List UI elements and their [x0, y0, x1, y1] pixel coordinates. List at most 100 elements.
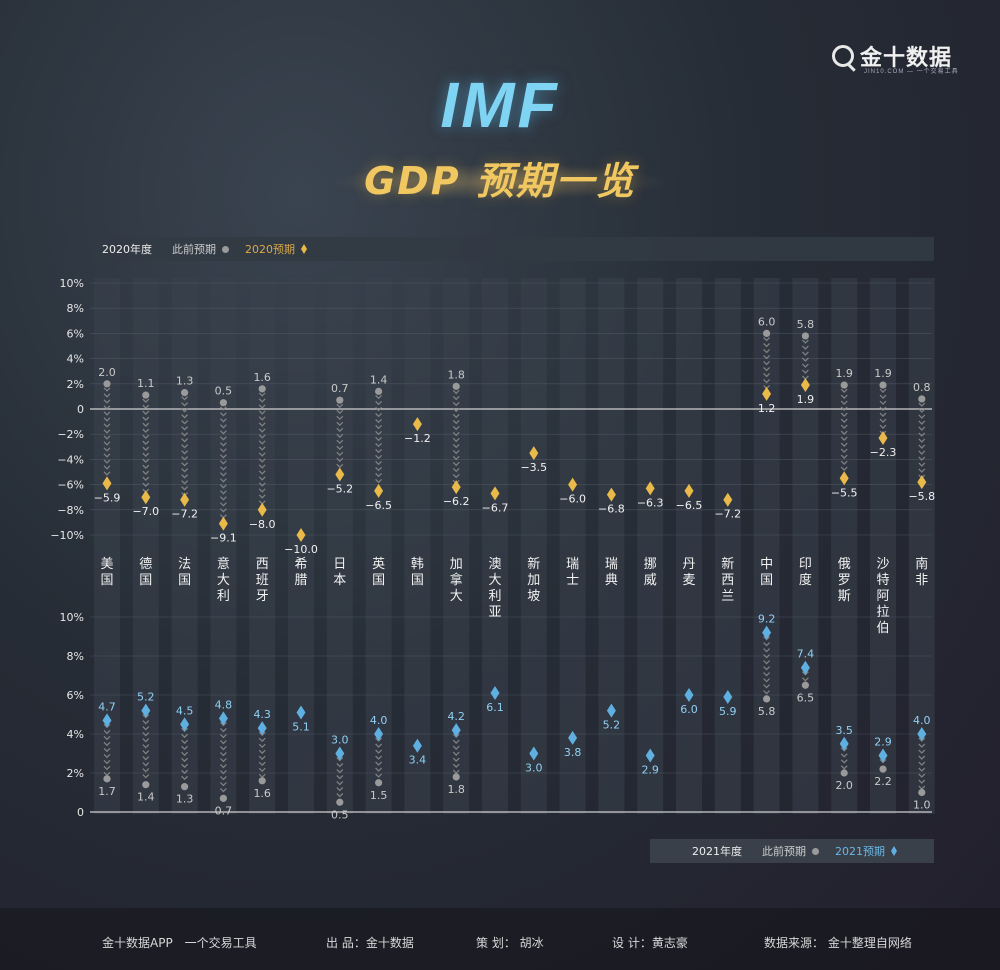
prev-value-label-2021: 1.6 [253, 787, 271, 800]
change-trail [103, 405, 111, 410]
change-trail [918, 414, 926, 419]
new-forecast-diamond-2021 [800, 660, 810, 675]
y-tick-label-2021: 8% [67, 650, 84, 663]
change-trail [336, 433, 344, 439]
change-trail [219, 751, 227, 757]
new-value-label-2021: 6.1 [486, 701, 504, 714]
change-trail [801, 351, 809, 356]
prev-value-label-2021: 1.7 [98, 785, 116, 798]
change-trail [181, 420, 189, 425]
change-trail [336, 769, 344, 774]
legend-2020: 2020年度 此前预期 2020预期 [92, 237, 934, 261]
change-trail [142, 458, 150, 464]
change-trail [142, 726, 150, 731]
change-trail [840, 388, 848, 393]
prev-forecast-dot-2021 [181, 783, 189, 791]
change-trail [219, 490, 227, 495]
change-trail [879, 394, 887, 399]
change-trail [375, 478, 383, 484]
change-trail [375, 773, 383, 778]
new-forecast-diamond-2020 [374, 483, 384, 498]
new-value-label-2020: −2.3 [870, 446, 897, 459]
change-trail [918, 456, 926, 461]
change-trail [219, 478, 227, 483]
new-forecast-diamond-2021 [218, 711, 228, 726]
y-tick-label-2020: 4% [67, 353, 84, 366]
legend-blue-diamond-icon [891, 846, 897, 856]
change-trail [763, 366, 771, 372]
prev-value-label-2021: 1.5 [370, 789, 388, 802]
change-trail [375, 418, 383, 424]
change-trail [219, 466, 227, 471]
change-trail [181, 444, 189, 449]
change-trail [375, 448, 383, 454]
y-tick-label-2021: 6% [67, 689, 84, 702]
change-trail [142, 404, 150, 410]
category-label: 韩国 [411, 557, 424, 588]
change-trail [258, 743, 266, 749]
legend-2020-year: 2020年度 [102, 243, 152, 256]
change-trail [763, 336, 771, 342]
change-trail [336, 439, 344, 445]
change-trail [763, 378, 771, 384]
y-tick-label-2020: 6% [67, 327, 84, 340]
change-trail [879, 406, 887, 411]
change-trail [219, 406, 227, 411]
prev-forecast-dot-2020 [801, 332, 810, 340]
y-tick-label-2020: 8% [67, 302, 84, 315]
change-trail [103, 759, 111, 765]
brand-logo: 金十数据 JIN10.COM — 一个交易工具 [832, 40, 958, 75]
prev-forecast-dot-2020 [375, 387, 383, 395]
new-forecast-diamond-2021 [839, 736, 849, 751]
category-label: 日本 [333, 557, 346, 588]
legend-gold-diamond-icon [301, 244, 307, 254]
change-trail [763, 342, 771, 348]
change-trail [375, 460, 383, 466]
change-trail [142, 470, 150, 476]
change-trail [219, 739, 227, 745]
change-trail [375, 394, 383, 400]
change-trail [181, 769, 189, 775]
change-trail [258, 488, 266, 493]
new-value-label-2020: −8.0 [249, 518, 276, 531]
legend-2021-prev-label: 此前预期 [762, 845, 806, 858]
prev-forecast-dot-2021 [103, 775, 111, 783]
change-trail [219, 454, 227, 459]
prev-value-label-2020: 6.0 [758, 315, 776, 328]
change-trail [142, 440, 150, 446]
change-trail [918, 438, 926, 443]
new-value-label-2021: 7.4 [797, 648, 815, 661]
change-trail [103, 735, 111, 741]
change-trail [375, 466, 383, 472]
change-trail [181, 450, 189, 455]
prev-value-label-2020: 1.9 [874, 367, 892, 380]
change-trail [219, 775, 227, 781]
new-forecast-diamond-2020 [723, 492, 733, 507]
chart-title: IMF [440, 69, 560, 141]
change-trail [801, 677, 809, 682]
category-column [753, 278, 780, 814]
change-trail [219, 430, 227, 435]
change-trail [142, 416, 150, 422]
change-trail [452, 739, 460, 745]
prev-forecast-dot-2020 [879, 381, 887, 389]
new-forecast-diamond-2020 [568, 477, 578, 492]
change-trail [918, 779, 926, 784]
change-trail [258, 440, 266, 445]
category-column [831, 278, 858, 814]
legend-2021-year: 2021年度 [692, 845, 742, 858]
prev-forecast-dot-2020 [840, 381, 848, 389]
new-forecast-diamond-2021 [257, 721, 267, 736]
change-trail [840, 759, 848, 764]
category-label: 美国 [100, 557, 113, 588]
prev-value-label-2020: 2.0 [98, 366, 116, 379]
new-value-label-2021: 6.0 [680, 703, 698, 716]
new-value-label-2021: 3.4 [409, 754, 427, 767]
change-trail [219, 484, 227, 489]
new-value-label-2021: 4.8 [215, 698, 233, 711]
change-trail [181, 751, 189, 757]
category-label: 丹麦 [682, 557, 695, 588]
new-value-label-2021: 2.9 [874, 735, 892, 748]
footer-planner: 策 划： 胡冰 [476, 936, 544, 950]
change-trail [375, 400, 383, 406]
